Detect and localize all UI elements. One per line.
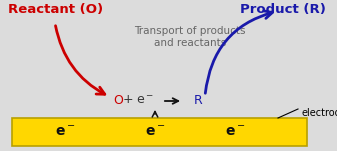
Bar <box>12 118 307 146</box>
Text: electrode: electrode <box>302 108 337 118</box>
Text: + e$^-$: + e$^-$ <box>122 95 154 108</box>
Text: Product (R): Product (R) <box>240 3 326 16</box>
Text: Transport of products
and reactants: Transport of products and reactants <box>134 26 246 48</box>
Text: e$^-$: e$^-$ <box>145 125 165 139</box>
Text: e$^-$: e$^-$ <box>55 125 75 139</box>
Text: R: R <box>194 95 203 108</box>
Text: O: O <box>113 95 123 108</box>
Text: Reactant (O): Reactant (O) <box>8 3 103 16</box>
Text: e$^-$: e$^-$ <box>225 125 245 139</box>
